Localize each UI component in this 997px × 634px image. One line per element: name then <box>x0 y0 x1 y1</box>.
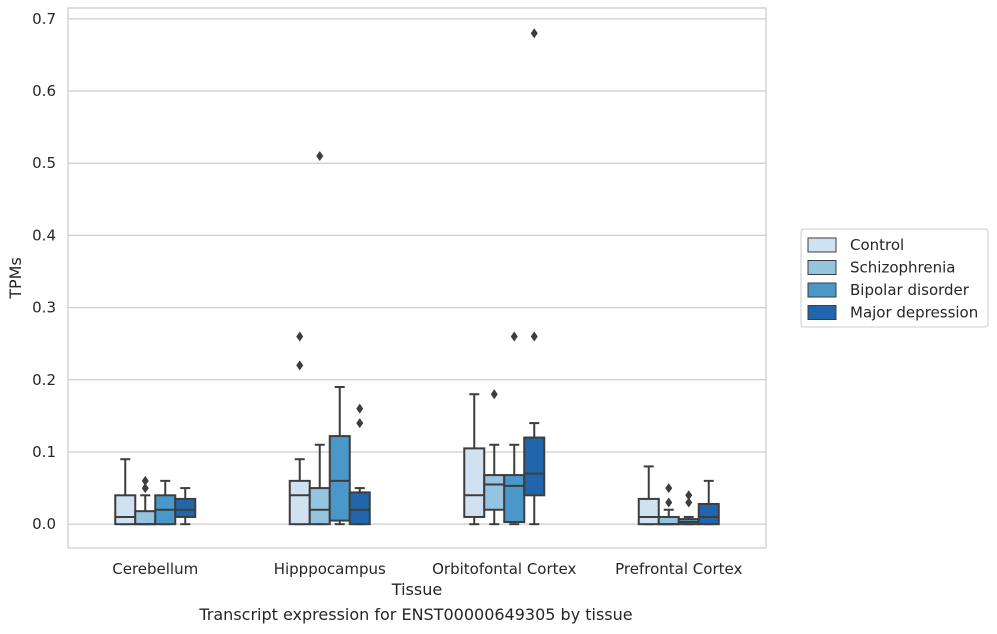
box-iqr <box>523 436 546 497</box>
legend-label: Control <box>850 236 904 254</box>
box-iqr <box>463 447 486 518</box>
outlier-point <box>141 483 149 494</box>
outlier-point <box>316 150 324 161</box>
boxes <box>114 28 720 526</box>
outlier-point <box>356 418 364 429</box>
box-group <box>174 487 197 526</box>
box-group <box>677 490 700 526</box>
box-group <box>637 465 660 526</box>
outlier-point <box>490 389 498 400</box>
box-group <box>154 479 177 526</box>
box-group <box>348 403 371 526</box>
box-iqr <box>348 491 371 526</box>
box-iqr <box>174 497 197 518</box>
box-iqr <box>328 435 351 522</box>
box-iqr <box>503 474 526 524</box>
outlier-point <box>296 331 304 342</box>
outlier-point <box>665 497 673 508</box>
box-group <box>114 458 137 526</box>
legend-frame <box>800 228 989 328</box>
legend-label: Major depression <box>850 304 978 322</box>
box-iqr <box>637 497 660 526</box>
y-tick-label: 0.4 <box>32 226 56 244</box>
box-iqr <box>308 487 331 526</box>
box-group <box>483 389 506 526</box>
plot-area-frame <box>67 7 767 549</box>
grid-lines <box>68 18 766 525</box>
outlier-point <box>530 28 538 39</box>
box-group <box>657 483 680 526</box>
box-group <box>308 150 331 526</box>
y-tick-label: 0.1 <box>32 443 56 461</box>
y-tick-label: 0.7 <box>32 10 56 28</box>
legend: Control Schizophrenia Bipolar disorder Majo… <box>800 228 989 328</box>
box-group <box>463 393 486 526</box>
box-group <box>503 331 526 526</box>
x-tick-label: Orbitofontal Cortex <box>432 560 576 578</box>
box-group <box>523 28 546 526</box>
box-iqr <box>483 474 506 511</box>
box-group <box>134 475 157 526</box>
legend-swatch <box>807 282 837 298</box>
chart-caption: Transcript expression for ENST0000064930… <box>199 605 633 624</box>
outlier-point <box>296 360 304 371</box>
box-group <box>288 331 311 526</box>
y-tick-label: 0.2 <box>32 371 56 389</box>
y-tick-label: 0.3 <box>32 299 56 317</box>
box-group <box>697 479 720 526</box>
legend-swatch <box>807 260 837 275</box>
y-axis-ticks: 0.0 0.1 0.2 0.3 0.4 0.5 0.6 0.7 <box>32 10 56 533</box>
outlier-point <box>510 331 518 342</box>
outlier-point <box>685 490 693 501</box>
x-tick-label: Cerebellum <box>112 560 198 578</box>
x-axis-ticks: Cerebellum Hipppocampus Orbitofontal Corte… <box>112 560 742 578</box>
legend-label: Schizophrenia <box>850 259 955 277</box>
box-iqr <box>657 515 680 526</box>
outlier-point <box>141 475 149 486</box>
outlier-point <box>530 331 538 342</box>
outlier-point <box>685 497 693 508</box>
legend-swatch <box>807 305 837 320</box>
y-tick-label: 0.6 <box>32 82 56 100</box>
box-iqr <box>114 494 137 526</box>
y-tick-label: 0.5 <box>32 154 56 172</box>
legend-swatch <box>807 237 837 253</box>
box-iqr <box>134 510 157 526</box>
outlier-point <box>665 483 673 494</box>
y-tick-label: 0.0 <box>32 515 56 533</box>
box-group <box>328 386 351 526</box>
x-tick-label: Hipppocampus <box>274 560 386 578</box>
outlier-point <box>356 403 364 414</box>
legend-label: Bipolar disorder <box>850 281 970 299</box>
box-iqr <box>288 479 311 526</box>
box-plot-chart: 0.0 0.1 0.2 0.3 0.4 0.5 0.6 0.7 Cerebellum Hippp… <box>6 7 989 599</box>
y-axis-label: TPMs <box>6 257 25 300</box>
x-axis-label: Tissue <box>391 580 442 599</box>
x-tick-label: Prefrontal Cortex <box>615 560 742 578</box>
box-iqr <box>697 502 720 526</box>
